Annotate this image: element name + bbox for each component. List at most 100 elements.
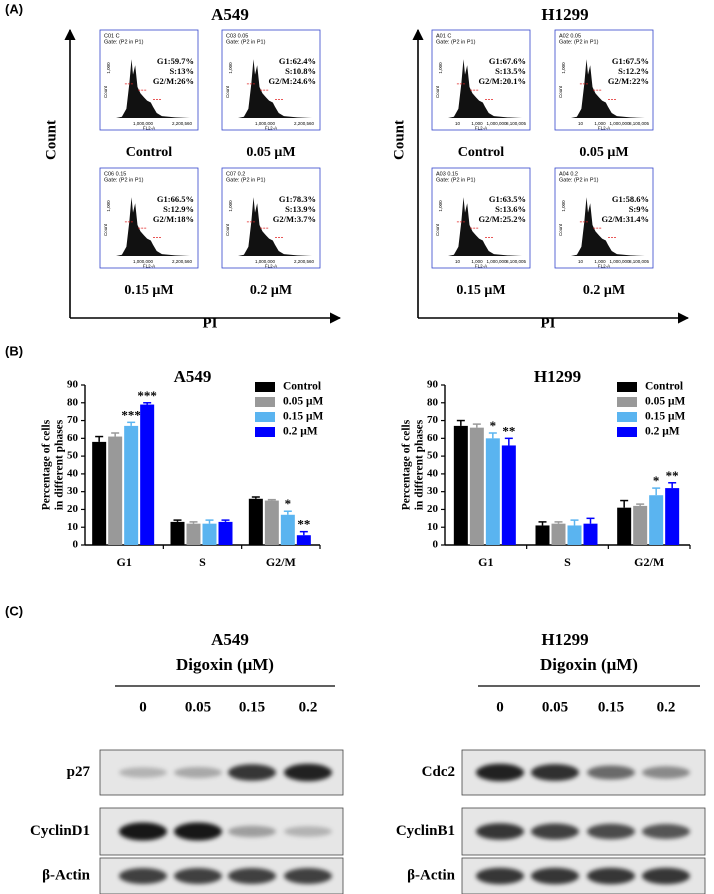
hist-x-tick: 1,000,000	[255, 121, 276, 126]
condition-caption: 0.05 μM	[579, 145, 628, 160]
legend-label: 0.15 μM	[645, 411, 686, 423]
blot-band	[119, 767, 167, 778]
blot-band	[587, 765, 635, 780]
gate-label: Gate: (P2 in P1)	[226, 39, 266, 45]
hist-x-tick: 2,200,560	[294, 259, 315, 264]
bar	[633, 505, 648, 545]
hist-y-label: Count	[435, 85, 440, 98]
hist-x-tick: 10	[455, 121, 461, 126]
significance-mark: **	[666, 468, 679, 483]
panel-label: (A)	[5, 1, 23, 16]
histogram	[571, 197, 645, 256]
lane-label: 0.15	[598, 699, 624, 715]
gate-label: Gate: (P2 in P1)	[104, 39, 144, 45]
hist-x-tick: 1,000	[471, 259, 483, 264]
bar	[218, 521, 233, 545]
protein-label: CyclinB1	[396, 823, 455, 839]
blot-band	[531, 867, 579, 885]
bar	[501, 445, 516, 545]
hist-y-tick: 1,000	[561, 200, 566, 212]
axis-label: PI	[541, 315, 556, 331]
blot-band	[642, 867, 690, 885]
phase-stat: G1:67.6%	[489, 56, 526, 66]
sample-id: C07 0.2	[226, 171, 245, 177]
hist-x-label: FL2-A	[475, 126, 487, 131]
histogram	[238, 59, 312, 118]
blot-band	[531, 764, 579, 781]
bar	[170, 521, 185, 545]
blot-band	[476, 867, 524, 885]
blot-title: A549	[211, 630, 249, 649]
blot-band	[228, 825, 276, 838]
hist-y-tick: 1,000	[228, 200, 233, 212]
legend-swatch	[255, 382, 275, 392]
bar	[140, 404, 155, 545]
y-tick-label: 60	[427, 432, 439, 444]
hist-x-tick: 8,100,005	[629, 121, 650, 126]
condition-caption: 0.2 μM	[583, 283, 625, 298]
axis-label: Count	[391, 120, 407, 160]
hist-x-tick: 2,200,560	[172, 259, 193, 264]
histogram	[448, 59, 522, 118]
hist-y-tick: 1,000	[438, 62, 443, 74]
bar	[108, 436, 123, 545]
histogram	[116, 59, 190, 118]
phase-stat: G2/M:22%	[608, 76, 649, 86]
phase-stat: S:12.9%	[163, 204, 194, 214]
phase-stat: G1:58.6%	[612, 194, 649, 204]
blot-band	[174, 822, 222, 841]
blot-band	[476, 823, 524, 840]
phase-stat: S:13.6%	[495, 204, 526, 214]
hist-x-tick: 10	[455, 259, 461, 264]
phase-stat: S:13.5%	[495, 66, 526, 76]
x-tick-label: G1	[116, 555, 131, 569]
legend-label: 0.2 μM	[283, 426, 318, 438]
bar	[92, 441, 107, 545]
bar	[665, 488, 680, 545]
sample-id: C03 0.05	[226, 33, 248, 39]
sample-id: A02 0.05	[559, 33, 581, 39]
hist-x-tick: 8,100,005	[629, 259, 650, 264]
legend-label: Control	[283, 381, 321, 393]
hist-x-label: FL2-A	[598, 264, 610, 269]
blot-band	[587, 867, 635, 885]
significance-mark: *	[653, 473, 660, 488]
y-axis-label: Percentage of cells	[401, 419, 413, 510]
x-tick-label: G1	[478, 555, 493, 569]
y-tick-label: 50	[67, 450, 79, 462]
legend-swatch	[617, 397, 637, 407]
phase-stat: G2/M:20.1%	[479, 76, 526, 86]
hist-x-tick: 10	[578, 121, 584, 126]
phase-stat: G1:63.5%	[489, 194, 526, 204]
legend-swatch	[255, 397, 275, 407]
bar	[248, 498, 263, 545]
legend-label: 0.2 μM	[645, 426, 680, 438]
hist-x-tick: 1,000,000	[133, 121, 154, 126]
y-tick-label: 20	[67, 503, 79, 515]
blot-band	[174, 868, 222, 884]
lane-label: 0.2	[657, 699, 676, 715]
hist-x-tick: 1,000,000	[133, 259, 154, 264]
protein-label: β-Actin	[407, 867, 456, 883]
y-tick-label: 70	[67, 414, 79, 426]
bar	[469, 427, 484, 545]
significance-mark: **	[297, 517, 310, 532]
sample-id: A03 0.15	[436, 171, 458, 177]
condition-caption: Control	[458, 145, 505, 160]
hist-x-tick: 1,000,000	[255, 259, 276, 264]
protein-label: Cdc2	[422, 764, 455, 780]
gate-label: Gate: (P2 in P1)	[559, 177, 599, 183]
hist-y-tick: 1,000	[106, 62, 111, 74]
blot-band	[228, 868, 276, 884]
gate-label: Gate: (P2 in P1)	[226, 177, 266, 183]
histogram	[448, 197, 522, 256]
y-tick-label: 90	[427, 379, 439, 391]
blot-band	[228, 764, 276, 781]
hist-x-tick: 10	[578, 259, 584, 264]
y-tick-label: 20	[427, 503, 439, 515]
bar	[567, 525, 582, 545]
bar	[186, 523, 201, 545]
hist-x-tick: 1,000	[594, 121, 606, 126]
hist-x-label: FL2-A	[143, 126, 155, 131]
y-tick-label: 0	[73, 539, 79, 551]
